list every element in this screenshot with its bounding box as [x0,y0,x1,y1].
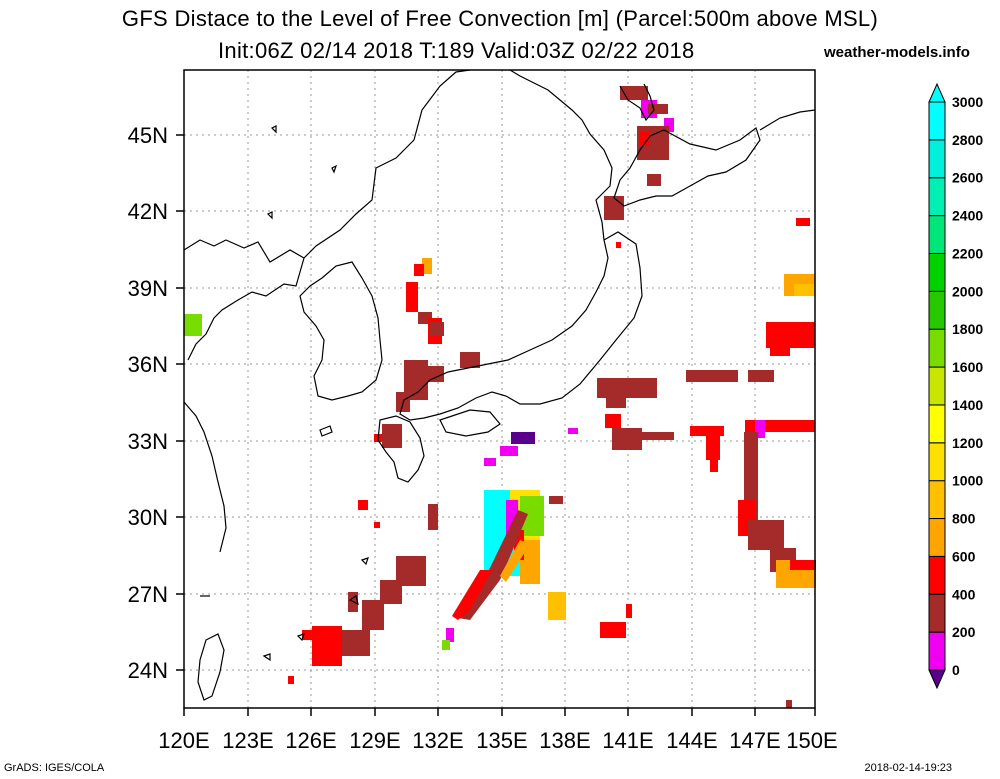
y-tick-labels: 24N 27N 30N 33N 36N 39N 42N 45N [128,123,168,683]
x-tick-label: 147E [729,728,780,753]
colorbar-box [928,631,946,671]
colorbar-label: 1800 [952,321,983,337]
y-tick-label: 27N [128,582,168,607]
colorbar: 0 200 400 600 800 1000 1200 1400 1600 1800 2000 220… [928,82,983,690]
colorbar-top-arrow [928,82,946,103]
x-tick-label: 141E [602,728,653,753]
y-tick-label: 36N [128,352,168,377]
footer-timestamp: 2018-02-14-19:23 [864,762,952,774]
colorbar-box [928,518,946,557]
grid-lines [184,70,815,708]
lfc-shading [184,86,816,708]
field-hokkaido-n [620,86,648,100]
coastlines [183,69,816,701]
x-tick-label: 150E [786,728,837,753]
x-tick-label: 123E [222,728,273,753]
y-tick-label: 24N [128,658,168,683]
colorbar-box [928,404,946,444]
colorbar-label: 2600 [952,170,983,186]
colorbar-box [928,442,946,482]
y-tick-label: 30N [128,505,168,530]
colorbar-box [928,366,946,406]
colorbar-label: 600 [952,548,976,564]
colorbar-label: 2800 [952,132,983,148]
x-tick-label: 135E [476,728,527,753]
colorbar-box [928,593,946,633]
colorbar-label: 1400 [952,397,983,413]
colorbar-box [928,290,946,330]
colorbar-box [928,252,946,292]
colorbar-box [928,177,946,217]
colorbar-label: 2000 [952,283,983,299]
colorbar-label: 2200 [952,245,983,261]
colorbar-label: 0 [952,662,960,678]
map-title: GFS Distace to the Level of Free Convect… [121,6,879,31]
x-tick-label: 126E [285,728,336,753]
x-tick-label: 144E [666,728,717,753]
colorbar-box [928,555,946,595]
x-tick-label: 129E [349,728,400,753]
y-tick-label: 42N [128,199,168,224]
plot-frame [183,69,816,709]
colorbar-box [928,328,946,368]
x-tick-label: 138E [539,728,590,753]
site-label: weather-models.info [824,44,970,61]
colorbar-box [928,139,946,179]
colorbar-box [928,480,946,520]
colorbar-label: 3000 [952,94,983,110]
colorbar-label: 2400 [952,208,983,224]
x-tick-labels: 120E 123E 126E 129E 132E 135E 138E 141E … [158,728,837,753]
colorbar-box [928,101,946,141]
colorbar-label: 1200 [952,435,983,451]
axis-ticks [176,134,816,716]
colorbar-label: 1000 [952,473,983,489]
y-tick-label: 39N [128,276,168,301]
map-subtitle: Init:06Z 02/14 2018 T:189 Valid:03Z 02/2… [218,38,695,63]
y-tick-label: 33N [128,429,168,454]
x-tick-label: 132E [412,728,463,753]
x-tick-label: 120E [158,728,209,753]
footer-credit: GrADS: IGES/COLA [4,762,105,774]
colorbar-label: 200 [952,624,976,640]
colorbar-label: 800 [952,511,976,527]
y-tick-label: 45N [128,123,168,148]
colorbar-box [928,215,946,254]
colorbar-label: 400 [952,586,976,602]
colorbar-label: 1600 [952,359,983,375]
colorbar-bottom-arrow [928,669,946,690]
